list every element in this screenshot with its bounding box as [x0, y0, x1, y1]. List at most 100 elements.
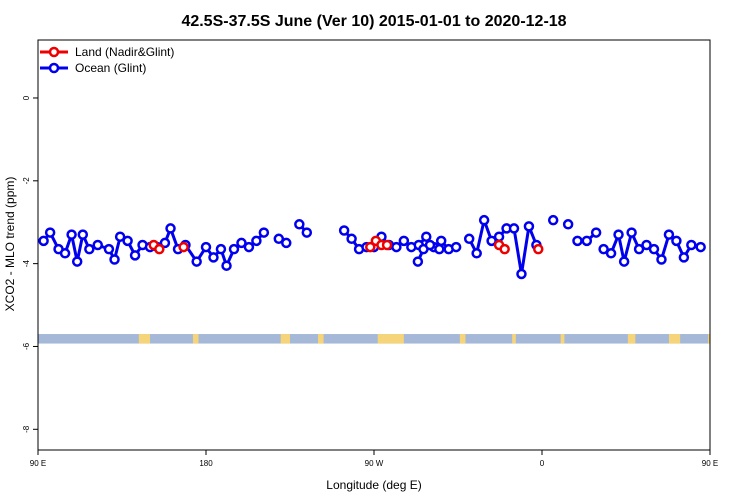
ocean-point-0-10 — [109, 254, 120, 265]
ocean-point-9-6 — [641, 239, 652, 251]
legend-land-marker — [48, 46, 60, 58]
ocean-point-0-30 — [258, 227, 270, 238]
ocean-point-9-13 — [695, 241, 706, 253]
ocean-point-4-2 — [424, 239, 436, 251]
ocean-point-7-0 — [562, 219, 574, 230]
ocean-point-2-1 — [301, 227, 313, 238]
y-tick-label-0: 0 — [22, 95, 31, 100]
surface-band-land-5 — [459, 334, 466, 344]
ocean-point-0-0 — [38, 235, 49, 247]
y-axis-label: XCO2 - MLO trend (ppm) — [3, 177, 17, 312]
surface-band-land-3 — [318, 334, 324, 344]
ocean-point-0-18 — [165, 223, 176, 234]
legend-ocean-marker — [48, 62, 60, 74]
x-tick-label-3: 0 — [540, 459, 545, 468]
land-point-3-1 — [499, 243, 510, 255]
ocean-point-0-6 — [77, 229, 89, 240]
ocean-point-1-0 — [273, 233, 285, 245]
land-point-4-0 — [533, 243, 544, 255]
x-axis-label: Longitude (deg E) — [326, 478, 421, 492]
legend-ocean-label: Ocean (Glint) — [75, 61, 146, 75]
y-tick-label-3: -6 — [22, 342, 31, 350]
ocean-series-line-5 — [467, 218, 538, 276]
ocean-point-0-13 — [129, 250, 141, 261]
ocean-point-0-25 — [221, 260, 232, 271]
series-points — [38, 214, 706, 280]
y-tick-label-4: -8 — [22, 425, 31, 433]
ocean-point-8-0 — [572, 235, 583, 247]
surface-band-land-7 — [560, 334, 565, 344]
ocean-point-9-4 — [626, 227, 637, 238]
ocean-point-1-1 — [281, 237, 292, 249]
ocean-point-0-26 — [228, 243, 240, 255]
surface-type-band — [38, 334, 710, 344]
ocean-point-9-8 — [656, 254, 667, 265]
ocean-point-9-9 — [663, 229, 675, 240]
ocean-point-5-4 — [493, 231, 505, 242]
ocean-point-3-15 — [450, 241, 462, 253]
ocean-point-0-24 — [215, 243, 227, 255]
ocean-point-4-0 — [412, 256, 424, 267]
surface-band-land-6 — [512, 334, 516, 344]
y-tick-label-2: -4 — [22, 260, 31, 268]
surface-band-land-1 — [192, 334, 199, 344]
ocean-point-3-0 — [338, 225, 350, 236]
ocean-point-5-6 — [508, 223, 520, 234]
ocean-point-0-22 — [200, 241, 212, 253]
ocean-point-5-8 — [523, 221, 535, 232]
ocean-point-3-13 — [435, 235, 447, 247]
ocean-point-3-11 — [421, 231, 432, 242]
surface-band-land-4 — [377, 334, 404, 344]
ocean-point-5-3 — [486, 235, 497, 247]
ocean-point-5-0 — [463, 233, 475, 245]
ocean-point-0-12 — [122, 235, 133, 247]
ocean-point-5-2 — [478, 214, 490, 226]
x-tick-label-2: 90 W — [365, 459, 384, 468]
ocean-point-0-27 — [236, 237, 247, 249]
ocean-point-9-1 — [605, 248, 617, 259]
ocean-point-8-2 — [590, 227, 602, 238]
legend-land-label: Land (Nadir&Glint) — [75, 45, 174, 59]
x-tick-label-4: 90 E — [702, 459, 718, 468]
land-point-2-0 — [365, 241, 376, 253]
ocean-point-0-7 — [84, 243, 95, 255]
ocean-point-9-11 — [678, 252, 690, 263]
ocean-point-5-7 — [516, 268, 527, 280]
chart-title: 42.5S-37.5S June (Ver 10) 2015-01-01 to … — [181, 13, 566, 30]
y-axis-ticks: 0 -2 -4 -6 -8 — [22, 95, 38, 433]
surface-band-land-8 — [627, 334, 636, 344]
ocean-point-5-1 — [471, 248, 482, 259]
ocean-point-0-28 — [243, 241, 255, 253]
ocean-point-3-8 — [398, 235, 410, 247]
x-tick-label-0: 90 E — [30, 459, 46, 468]
ocean-point-9-5 — [633, 243, 645, 255]
ocean-point-0-3 — [59, 248, 71, 259]
legend: Land (Nadir&Glint) Ocean (Glint) — [40, 45, 174, 75]
ocean-point-3-7 — [391, 241, 402, 253]
ocean-point-0-5 — [71, 256, 83, 267]
land-point-2-3 — [381, 239, 393, 251]
ocean-point-8-1 — [581, 235, 593, 247]
ocean-point-0-1 — [44, 227, 56, 238]
surface-band-land-0 — [138, 334, 150, 344]
plot-frame — [37, 39, 711, 451]
surface-band-ocean — [38, 334, 710, 344]
ocean-point-0-11 — [114, 231, 126, 242]
surface-band-land-10 — [708, 334, 710, 344]
ocean-point-6-0 — [547, 214, 559, 226]
y-tick-label-1: -2 — [22, 177, 31, 185]
ocean-point-0-29 — [251, 235, 262, 247]
ocean-point-9-10 — [671, 235, 682, 247]
land-point-0-1 — [154, 243, 165, 255]
ocean-point-0-4 — [66, 229, 77, 240]
ocean-point-2-0 — [294, 219, 305, 230]
land-point-1-0 — [178, 241, 189, 253]
ocean-point-3-1 — [346, 233, 357, 245]
x-tick-label-1: 180 — [199, 459, 213, 468]
ocean-point-9-2 — [613, 229, 624, 240]
ocean-point-0-23 — [208, 252, 219, 263]
ocean-point-9-0 — [598, 243, 609, 255]
surface-band-land-2 — [280, 334, 290, 344]
ocean-point-0-9 — [103, 243, 115, 255]
